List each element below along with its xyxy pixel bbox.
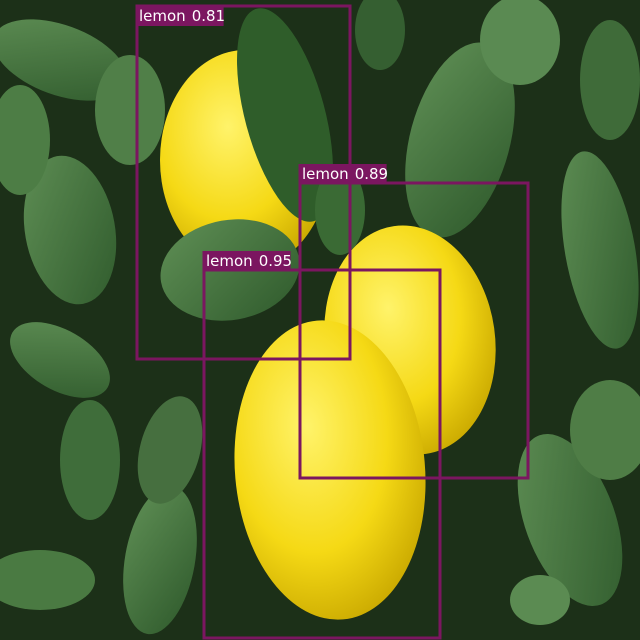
detection-label: lemon 0.81 [139, 7, 225, 25]
class-name: lemon [139, 7, 186, 25]
label-background [298, 164, 387, 184]
class-name: lemon [206, 252, 253, 270]
confidence: 0.81 [192, 7, 225, 25]
detection-label: lemon 0.89 [302, 165, 388, 183]
detection-label: lemon 0.95 [206, 252, 292, 270]
detections: lemon 0.81 lemon 0.89 lemon 0.95 [135, 4, 530, 640]
bounding-box [202, 268, 442, 640]
bounding-box [298, 181, 530, 480]
confidence: 0.89 [355, 165, 388, 183]
label-background [135, 6, 224, 26]
confidence: 0.95 [259, 252, 292, 270]
class-name: lemon [302, 165, 349, 183]
label-background [202, 251, 291, 271]
